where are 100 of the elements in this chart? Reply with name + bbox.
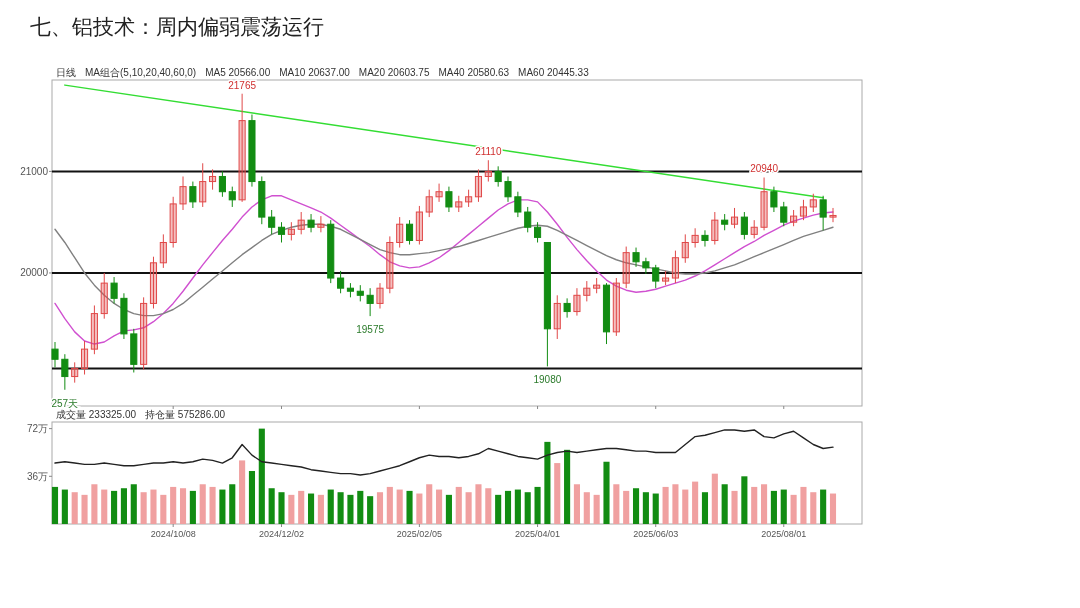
candlestick xyxy=(730,207,739,229)
bar xyxy=(711,473,718,524)
candlestick xyxy=(809,193,817,213)
bar xyxy=(140,492,147,524)
candlestick xyxy=(337,270,345,294)
candlestick xyxy=(228,186,236,208)
bar xyxy=(672,484,679,524)
candlestick xyxy=(287,221,295,241)
candlestick xyxy=(209,168,217,191)
bar xyxy=(445,494,452,524)
bar xyxy=(603,461,610,524)
bar xyxy=(790,494,797,524)
candlestick xyxy=(573,287,581,317)
bar xyxy=(465,492,472,524)
bar xyxy=(376,492,384,524)
bar xyxy=(662,486,669,524)
bar xyxy=(111,490,118,524)
candlestick xyxy=(238,93,246,203)
x-tick-label: 2025/04/01 xyxy=(515,529,561,539)
bar xyxy=(396,489,403,524)
candlestick xyxy=(307,213,315,233)
bar xyxy=(278,492,285,524)
candlestick xyxy=(780,201,788,227)
bar xyxy=(416,493,423,524)
text: MA5 20566.00 xyxy=(205,67,271,78)
candlestick xyxy=(465,189,473,208)
bar xyxy=(327,489,334,524)
bar xyxy=(534,486,541,524)
candlestick xyxy=(396,216,404,249)
candlestick xyxy=(80,340,89,376)
candlestick xyxy=(140,296,148,370)
bar xyxy=(81,494,88,524)
bar xyxy=(71,492,78,524)
candlestick xyxy=(799,199,808,221)
candlestick xyxy=(268,209,276,235)
bar xyxy=(426,484,433,524)
candlestick xyxy=(504,175,512,203)
bar xyxy=(298,490,305,524)
candlestick xyxy=(297,211,305,235)
bar xyxy=(209,486,216,524)
bar xyxy=(800,486,807,524)
candlestick xyxy=(484,159,492,183)
candlestick xyxy=(662,270,670,286)
candlestick xyxy=(750,219,758,239)
bar xyxy=(248,471,256,524)
bar xyxy=(150,489,157,524)
bar xyxy=(623,490,630,524)
annotation: 19575 xyxy=(356,324,385,336)
y-tick-label: 20000 xyxy=(20,267,49,279)
candlestick xyxy=(425,189,433,218)
bar xyxy=(367,496,374,524)
candlestick xyxy=(415,205,423,246)
bar xyxy=(564,449,571,524)
candlestick xyxy=(671,250,679,284)
candlestick xyxy=(61,353,69,391)
candlestick xyxy=(563,297,571,319)
candlestick xyxy=(652,264,660,289)
bar xyxy=(199,484,206,524)
bar xyxy=(229,484,236,524)
bar xyxy=(347,494,354,524)
candlestick xyxy=(159,233,167,269)
bar xyxy=(91,484,98,524)
candlestick xyxy=(681,233,689,264)
candlestick xyxy=(760,177,768,231)
bar xyxy=(682,489,689,524)
candlestick xyxy=(445,186,453,213)
candlestick xyxy=(149,256,158,309)
candlestick xyxy=(642,257,650,275)
line-series xyxy=(54,195,834,345)
bar xyxy=(485,488,492,524)
candlestick xyxy=(819,195,827,231)
y-tick-label: 21000 xyxy=(20,165,49,177)
candlestick xyxy=(169,196,177,249)
text: 日线 xyxy=(56,67,76,78)
bar xyxy=(288,494,295,524)
x-tick-label: 2025/02/05 xyxy=(396,529,442,539)
candlestick xyxy=(514,191,522,218)
bar xyxy=(179,488,187,524)
bar xyxy=(308,493,315,524)
text: MA40 20580.63 xyxy=(438,67,510,78)
candlestick xyxy=(71,361,79,384)
candlestick xyxy=(622,246,630,289)
candlestick xyxy=(179,175,187,211)
annotation: 21765 xyxy=(228,79,257,91)
bar xyxy=(170,486,177,524)
bar xyxy=(504,490,512,524)
candlestick xyxy=(494,165,502,188)
x-tick-label: 2025/08/01 xyxy=(761,529,807,539)
candlestick xyxy=(701,229,709,248)
annotation: 257天 xyxy=(51,397,79,409)
bar xyxy=(317,494,324,524)
bar xyxy=(524,492,531,524)
candlestick xyxy=(189,181,197,209)
bar xyxy=(593,494,600,524)
bar xyxy=(189,490,196,524)
candlestick xyxy=(583,280,591,302)
bar xyxy=(652,493,659,524)
candlestick xyxy=(593,277,601,294)
bar xyxy=(258,428,265,524)
candlestick xyxy=(366,287,374,317)
